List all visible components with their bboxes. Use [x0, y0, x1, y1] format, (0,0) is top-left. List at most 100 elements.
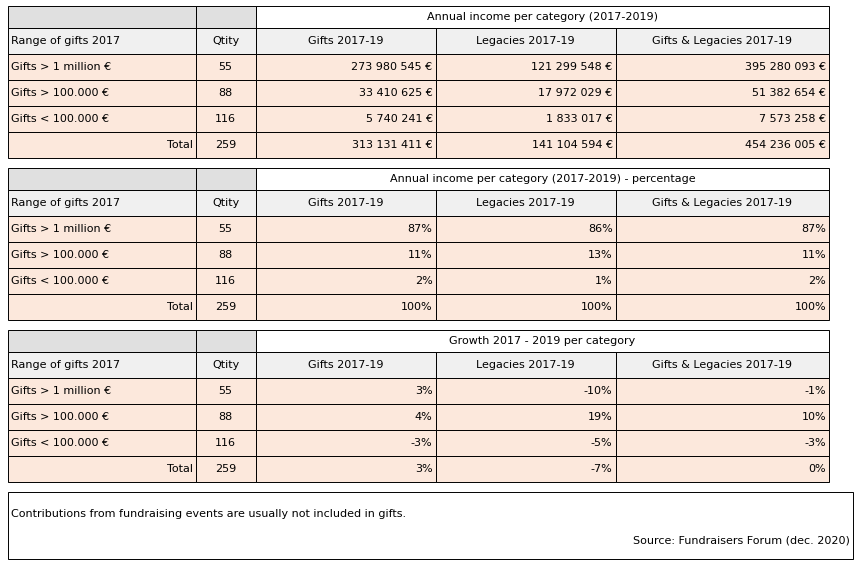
Text: 259: 259: [215, 302, 236, 312]
Bar: [8, 6, 195, 28]
Bar: [616, 216, 829, 242]
Bar: [616, 80, 829, 106]
Text: Total: Total: [166, 464, 193, 474]
Text: -1%: -1%: [805, 386, 827, 396]
Bar: [195, 216, 256, 242]
Bar: [195, 352, 256, 378]
Text: Gifts < 100.000 €: Gifts < 100.000 €: [11, 276, 109, 286]
Bar: [256, 132, 436, 158]
Bar: [436, 28, 616, 54]
Bar: [256, 190, 436, 216]
Text: 11%: 11%: [802, 250, 827, 260]
Text: 88: 88: [219, 88, 232, 98]
Bar: [8, 28, 195, 54]
Text: 19%: 19%: [588, 412, 612, 422]
Bar: [195, 294, 256, 320]
Text: 11%: 11%: [408, 250, 432, 260]
Bar: [195, 190, 256, 216]
Bar: [256, 54, 436, 80]
Bar: [436, 216, 616, 242]
Bar: [436, 378, 616, 404]
Bar: [256, 106, 436, 132]
Bar: [616, 294, 829, 320]
Bar: [436, 242, 616, 268]
Text: Contributions from fundraising events are usually not included in gifts.: Contributions from fundraising events ar…: [11, 510, 406, 519]
Text: Gifts & Legacies 2017-19: Gifts & Legacies 2017-19: [653, 360, 792, 370]
Bar: [195, 330, 256, 352]
Bar: [256, 242, 436, 268]
Bar: [195, 242, 256, 268]
Bar: [8, 168, 195, 190]
Bar: [256, 404, 436, 430]
Text: Growth 2017 - 2019 per category: Growth 2017 - 2019 per category: [449, 336, 635, 346]
Text: 3%: 3%: [415, 386, 432, 396]
Bar: [195, 28, 256, 54]
Text: Gifts > 100.000 €: Gifts > 100.000 €: [11, 250, 109, 260]
Bar: [616, 456, 829, 482]
Text: -5%: -5%: [591, 438, 612, 448]
Bar: [8, 404, 195, 430]
Bar: [8, 54, 195, 80]
Bar: [616, 242, 829, 268]
Bar: [256, 330, 829, 352]
Text: -3%: -3%: [805, 438, 827, 448]
Text: Qtity: Qtity: [212, 198, 239, 208]
Text: 4%: 4%: [415, 412, 432, 422]
Text: Source: Fundraisers Forum (dec. 2020): Source: Fundraisers Forum (dec. 2020): [633, 535, 850, 545]
Bar: [195, 378, 256, 404]
Text: 313 131 411 €: 313 131 411 €: [352, 140, 432, 150]
Bar: [616, 378, 829, 404]
Bar: [256, 6, 829, 28]
Text: Gifts 2017-19: Gifts 2017-19: [308, 198, 383, 208]
Bar: [195, 54, 256, 80]
Bar: [8, 430, 195, 456]
Bar: [8, 456, 195, 482]
Text: Total: Total: [166, 140, 193, 150]
Bar: [8, 492, 853, 559]
Text: Gifts 2017-19: Gifts 2017-19: [308, 360, 383, 370]
Text: 17 972 029 €: 17 972 029 €: [538, 88, 612, 98]
Text: Annual income per category (2017-2019): Annual income per category (2017-2019): [427, 12, 658, 22]
Text: Gifts < 100.000 €: Gifts < 100.000 €: [11, 438, 109, 448]
Bar: [616, 268, 829, 294]
Text: 259: 259: [215, 140, 236, 150]
Text: Qtity: Qtity: [212, 36, 239, 46]
Text: Annual income per category (2017-2019) - percentage: Annual income per category (2017-2019) -…: [390, 174, 696, 184]
Bar: [8, 294, 195, 320]
Bar: [195, 430, 256, 456]
Text: Range of gifts 2017: Range of gifts 2017: [11, 36, 121, 46]
Bar: [436, 430, 616, 456]
Bar: [8, 216, 195, 242]
Bar: [8, 132, 195, 158]
Bar: [8, 190, 195, 216]
Bar: [436, 106, 616, 132]
Text: 1 833 017 €: 1 833 017 €: [546, 114, 612, 124]
Text: 0%: 0%: [808, 464, 827, 474]
Text: Qtity: Qtity: [212, 360, 239, 370]
Bar: [256, 378, 436, 404]
Text: 5 740 241 €: 5 740 241 €: [366, 114, 432, 124]
Text: 7 573 258 €: 7 573 258 €: [759, 114, 827, 124]
Bar: [256, 216, 436, 242]
Bar: [256, 168, 829, 190]
Bar: [8, 106, 195, 132]
Text: 3%: 3%: [415, 464, 432, 474]
Text: Legacies 2017-19: Legacies 2017-19: [476, 360, 575, 370]
Bar: [616, 106, 829, 132]
Text: 141 104 594 €: 141 104 594 €: [531, 140, 612, 150]
Bar: [8, 268, 195, 294]
Text: 13%: 13%: [588, 250, 612, 260]
Text: -3%: -3%: [411, 438, 432, 448]
Bar: [195, 168, 256, 190]
Bar: [8, 378, 195, 404]
Text: 10%: 10%: [802, 412, 827, 422]
Text: 33 410 625 €: 33 410 625 €: [359, 88, 432, 98]
Text: 454 236 005 €: 454 236 005 €: [746, 140, 827, 150]
Text: 86%: 86%: [588, 224, 612, 234]
Bar: [256, 80, 436, 106]
Bar: [616, 28, 829, 54]
Bar: [8, 352, 195, 378]
Bar: [436, 132, 616, 158]
Text: 395 280 093 €: 395 280 093 €: [746, 62, 827, 72]
Text: 55: 55: [219, 386, 232, 396]
